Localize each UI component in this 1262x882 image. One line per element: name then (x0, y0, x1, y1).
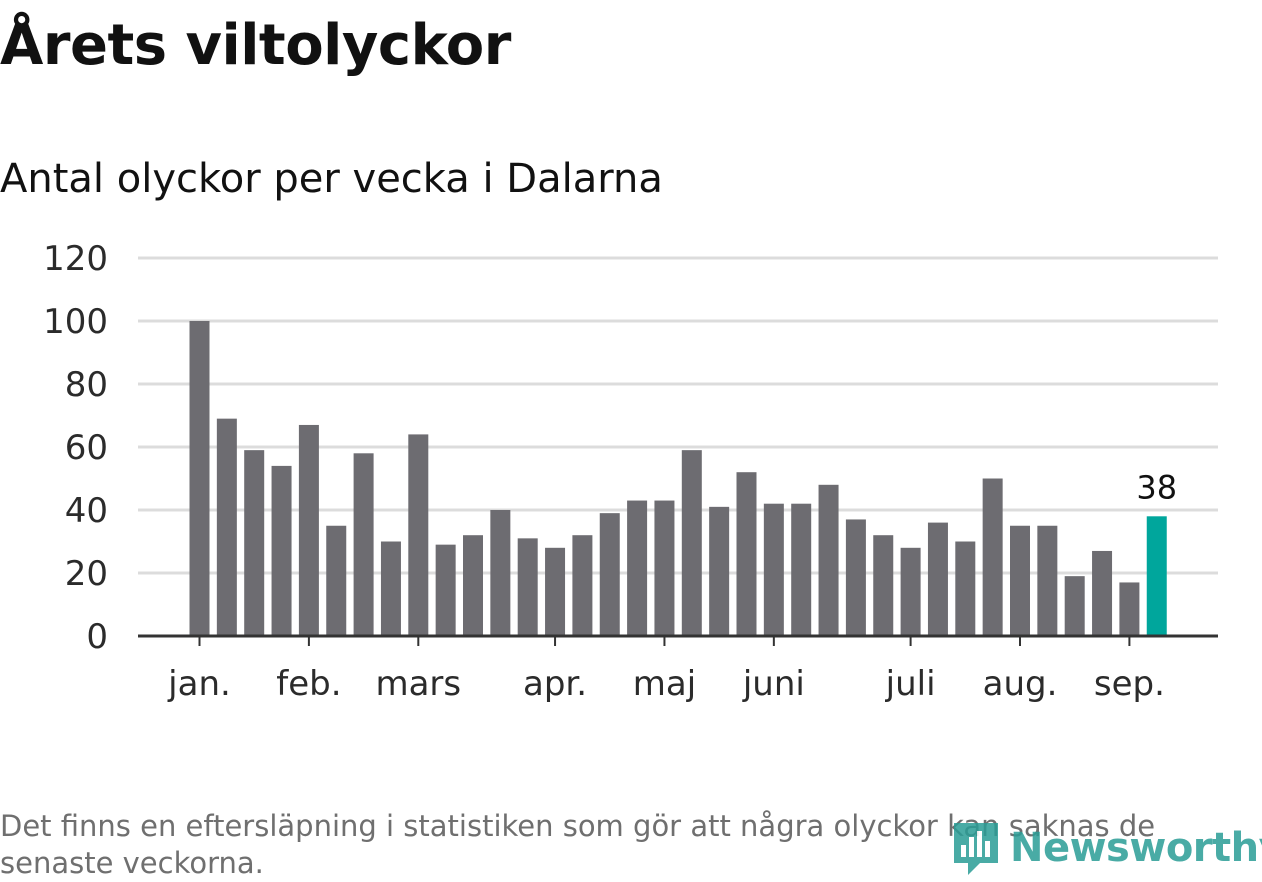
bar (681, 450, 702, 636)
bar (818, 484, 839, 636)
bar (654, 500, 675, 636)
x-tick-label: juli (885, 664, 936, 704)
bar (572, 535, 593, 636)
x-tick-label: maj (633, 664, 696, 704)
y-tick-label: 100 (43, 302, 108, 342)
bar (408, 434, 429, 636)
x-tick-label: aug. (983, 664, 1058, 704)
bar (900, 547, 921, 636)
brand-name: Newsworthy (1010, 825, 1262, 871)
y-axis-ticks: 0 20 40 60 80 100 120 (43, 239, 108, 657)
bar (517, 538, 538, 636)
chart-title: Årets viltolyckor (0, 13, 511, 78)
bar (326, 525, 347, 636)
bar (1064, 576, 1085, 636)
bar (1037, 525, 1058, 636)
x-tick-label: sep. (1094, 664, 1165, 704)
bar-highlight (1146, 516, 1167, 636)
bar (463, 535, 483, 636)
bar (1092, 550, 1113, 636)
bar (353, 453, 374, 636)
x-tick-label: feb. (276, 664, 341, 704)
bar (927, 522, 948, 636)
bar (763, 503, 784, 636)
x-tick-label: mars (375, 664, 461, 704)
x-tick-label: juni (742, 664, 805, 704)
y-tick-label: 120 (43, 239, 108, 279)
data-labels: 38 (1136, 468, 1177, 506)
bar (189, 321, 210, 636)
bar (545, 547, 566, 636)
bar (709, 506, 730, 636)
bar (736, 472, 757, 636)
bar (791, 503, 812, 636)
bar (216, 418, 237, 636)
bar (244, 450, 265, 636)
bar (1119, 582, 1140, 636)
y-tick-label: 60 (65, 428, 108, 468)
bar (490, 510, 511, 636)
bar (435, 544, 456, 636)
bars (189, 321, 1167, 636)
bar (380, 541, 401, 636)
newsworthy-logo-icon (954, 823, 998, 875)
y-tick-label: 80 (65, 365, 108, 405)
bar (873, 535, 894, 636)
newsworthy-brand: Newsworthy (950, 818, 1262, 878)
bar (599, 513, 620, 636)
bar (271, 465, 292, 636)
y-tick-label: 20 (65, 554, 108, 594)
bar (1010, 525, 1030, 636)
x-tick-label: jan. (167, 664, 231, 704)
bar (982, 478, 1003, 636)
data-label: 38 (1136, 468, 1177, 506)
bar (298, 424, 319, 636)
y-tick-label: 0 (86, 617, 108, 657)
chart-subtitle: Antal olyckor per vecka i Dalarna (0, 156, 663, 202)
bar (845, 519, 866, 636)
x-tick-label: apr. (523, 664, 587, 704)
x-axis: jan. feb. mars apr. maj juni juli aug. sep. (138, 634, 1218, 704)
bar (955, 541, 976, 636)
bar (627, 500, 648, 636)
y-tick-label: 40 (65, 491, 108, 531)
